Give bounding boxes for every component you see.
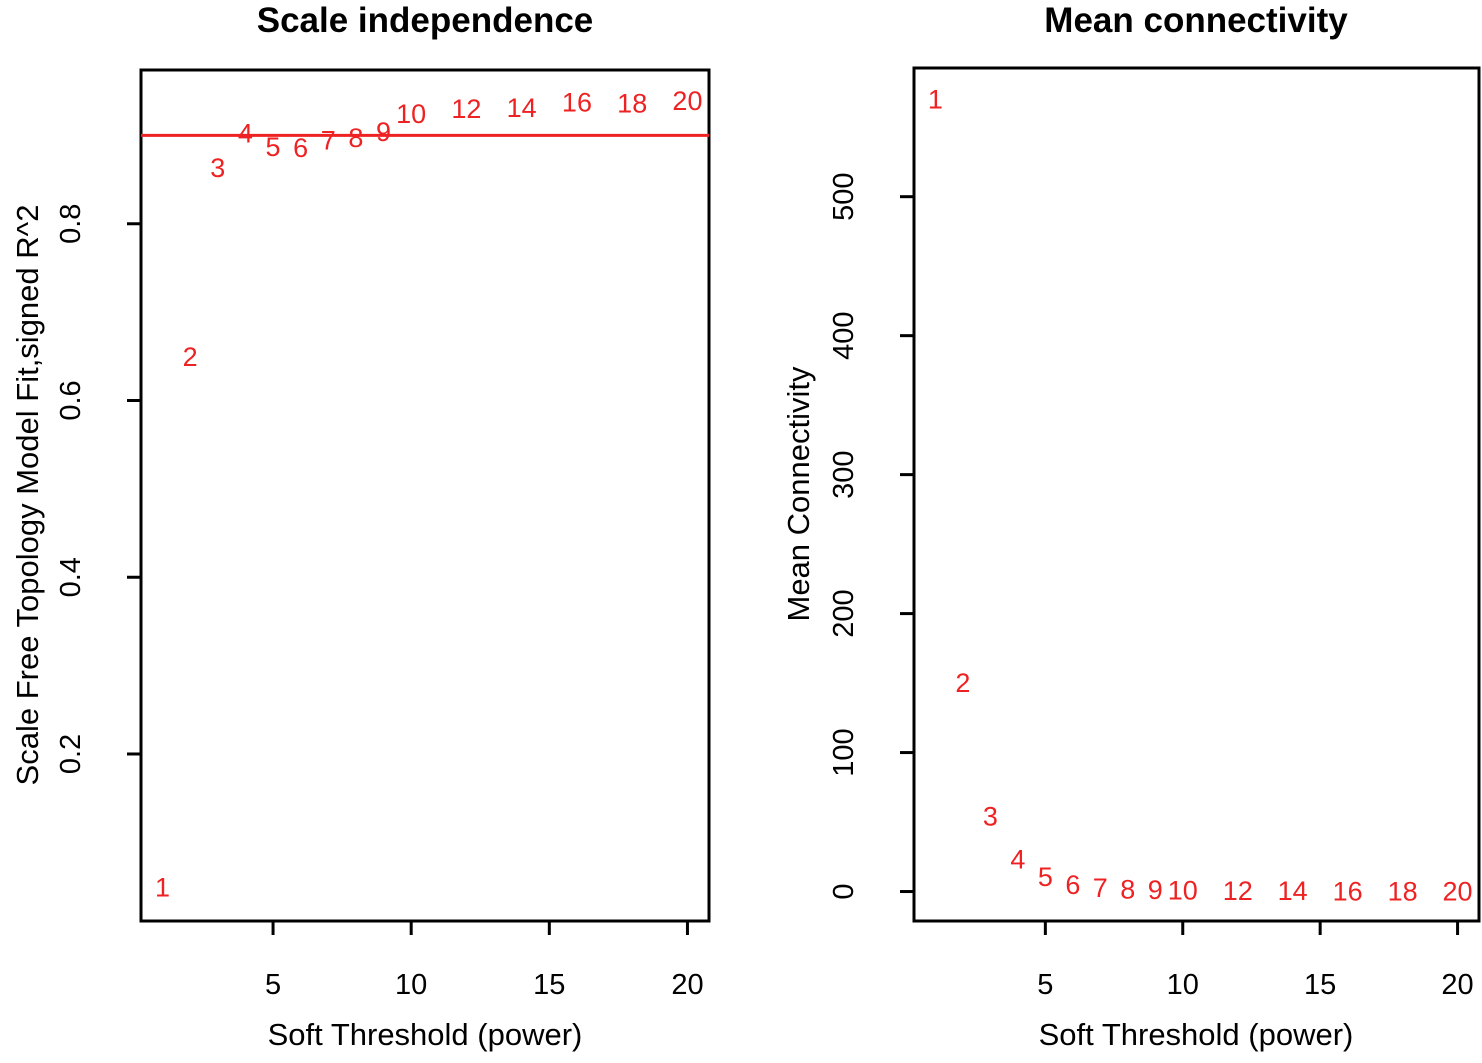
right-point-label-power-14: 14 — [1278, 876, 1308, 906]
left-y-tick-label: 0.4 — [55, 557, 87, 597]
left-point-label-power-18: 18 — [617, 89, 647, 119]
left-point-label-power-16: 16 — [562, 88, 592, 118]
right-y-tick-label: 400 — [828, 311, 860, 359]
left-y-tick-label: 0.2 — [55, 734, 87, 774]
right-x-tick-label: 20 — [1441, 969, 1473, 1001]
left-y-tick-label: 0.8 — [55, 204, 87, 244]
right-point-label-power-18: 18 — [1388, 876, 1418, 906]
left-point-label-power-10: 10 — [396, 99, 426, 129]
right-point-label-power-12: 12 — [1223, 876, 1253, 906]
right-y-tick-label: 500 — [828, 172, 860, 220]
right-panel-title: Mean connectivity — [1044, 1, 1348, 40]
right-point-label-power-9: 9 — [1148, 875, 1163, 905]
right-point-label-power-2: 2 — [955, 668, 970, 698]
left-point-label-power-20: 20 — [672, 86, 702, 116]
left-point-label-power-12: 12 — [451, 94, 481, 124]
left-x-tick-label: 20 — [671, 969, 703, 1001]
right-y-tick-label: 300 — [828, 450, 860, 498]
right-x-tick-label: 5 — [1037, 969, 1053, 1001]
left-point-label-power-1: 1 — [155, 872, 170, 902]
left-x-tick-label: 5 — [265, 969, 281, 1001]
right-x-axis-label: Soft Threshold (power) — [1038, 1017, 1354, 1052]
left-point-label-power-6: 6 — [293, 133, 308, 163]
right-point-label-power-4: 4 — [1010, 845, 1025, 875]
left-point-label-power-2: 2 — [183, 342, 198, 372]
left-point-label-power-4: 4 — [238, 119, 253, 149]
right-x-tick-label: 10 — [1167, 969, 1199, 1001]
right-point-label-power-3: 3 — [983, 801, 998, 831]
left-point-label-power-14: 14 — [507, 93, 537, 123]
left-point-label-power-7: 7 — [321, 126, 336, 156]
right-point-label-power-5: 5 — [1038, 862, 1053, 892]
right-y-tick-label: 100 — [828, 728, 860, 776]
right-point-label-power-20: 20 — [1443, 876, 1473, 906]
right-y-axis-label: Mean Connectivity — [781, 366, 816, 622]
right-y-tick-label: 200 — [828, 589, 860, 637]
left-y-axis-label: Scale Free Topology Model Fit,signed R^2 — [10, 204, 45, 786]
left-point-label-power-5: 5 — [266, 132, 281, 162]
right-point-label-power-1: 1 — [928, 84, 943, 114]
right-point-label-power-10: 10 — [1168, 876, 1198, 906]
right-x-tick-label: 15 — [1304, 969, 1336, 1001]
right-point-label-power-7: 7 — [1093, 873, 1108, 903]
left-plot-box — [139, 68, 711, 923]
right-plot-box — [912, 66, 1481, 923]
left-point-label-power-3: 3 — [210, 153, 225, 183]
left-point-label-power-8: 8 — [348, 123, 363, 153]
left-point-label-power-9: 9 — [376, 117, 391, 147]
right-y-tick-label: 0 — [828, 883, 860, 899]
left-x-tick-label: 15 — [533, 969, 565, 1001]
left-x-axis-label: Soft Threshold (power) — [267, 1017, 583, 1052]
left-x-tick-label: 10 — [395, 969, 427, 1001]
left-panel-title: Scale independence — [256, 1, 594, 40]
right-point-label-power-8: 8 — [1120, 874, 1135, 904]
right-point-label-power-16: 16 — [1333, 876, 1363, 906]
left-y-tick-label: 0.6 — [55, 380, 87, 420]
right-point-label-power-6: 6 — [1065, 870, 1080, 900]
